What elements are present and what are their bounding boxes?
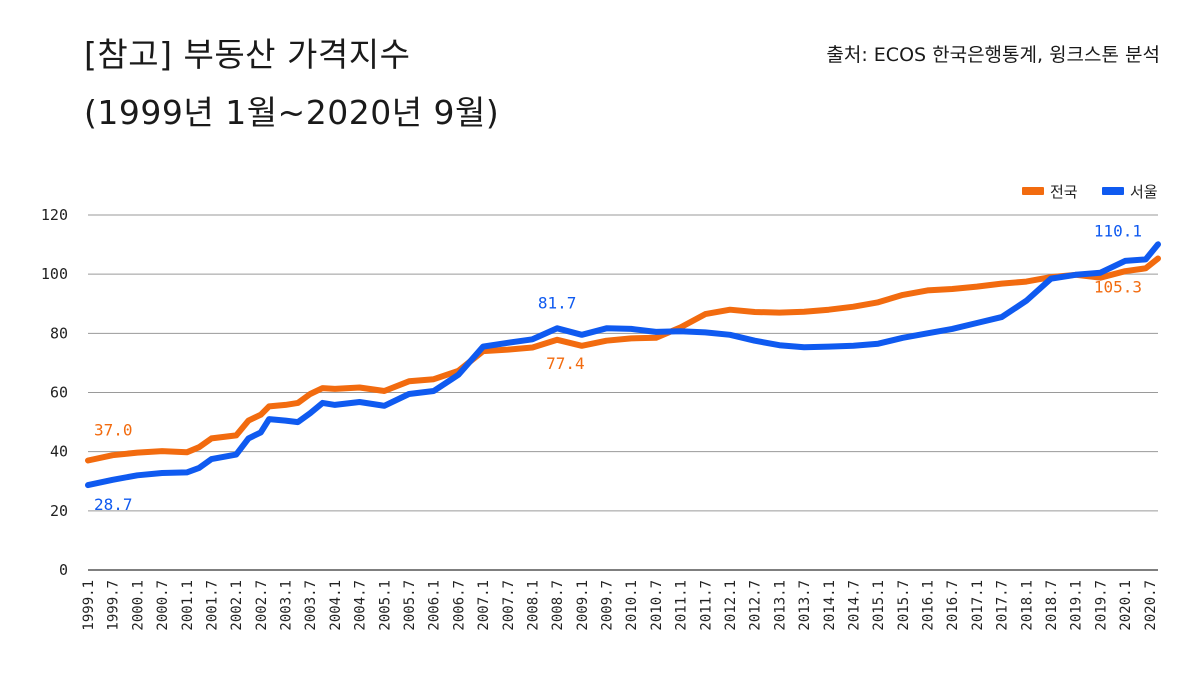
y-tick-label: 80 xyxy=(50,324,68,342)
x-tick-label: 1999.7 xyxy=(106,580,122,631)
x-tick-label: 2000.1 xyxy=(130,580,146,631)
x-tick-label: 2013.7 xyxy=(797,580,813,631)
data-label: 110.1 xyxy=(1094,221,1142,240)
x-tick-label: 2018.7 xyxy=(1044,580,1060,631)
x-tick-label: 2003.1 xyxy=(279,580,295,631)
x-tick-label: 2018.1 xyxy=(1019,580,1035,631)
x-tick-label: 2007.7 xyxy=(501,580,517,631)
x-tick-label: 2020.7 xyxy=(1143,580,1159,631)
x-tick-label: 2010.7 xyxy=(649,580,665,631)
series-line-national xyxy=(85,255,1161,464)
x-tick-label: 2002.7 xyxy=(254,580,270,631)
y-tick-label: 20 xyxy=(50,502,68,520)
title-line-1: [참고] 부동산 가격지수 xyxy=(84,35,411,74)
series-line-seoul xyxy=(85,241,1161,489)
x-tick-label: 2004.1 xyxy=(328,580,344,631)
source-note: 출처: ECOS 한국은행통계, 윙크스톤 분석 xyxy=(826,44,1160,66)
x-tick-label: 2005.1 xyxy=(377,580,393,631)
x-tick-label: 2011.1 xyxy=(674,580,690,631)
data-label: 28.7 xyxy=(94,495,133,514)
x-tick-label: 2014.1 xyxy=(822,580,838,631)
x-tick-label: 2006.7 xyxy=(451,580,467,631)
x-tick-label: 2016.1 xyxy=(921,580,937,631)
y-tick-label: 40 xyxy=(50,443,68,461)
x-tick-label: 2017.7 xyxy=(995,580,1011,631)
x-tick-label: 2010.1 xyxy=(624,580,640,631)
x-tick-label: 2019.1 xyxy=(1069,580,1085,631)
data-label: 37.0 xyxy=(94,421,133,440)
x-tick-label: 2014.7 xyxy=(846,580,862,631)
data-label: 81.7 xyxy=(538,293,577,312)
x-tick-label: 2008.7 xyxy=(550,580,566,631)
x-tick-label: 2004.7 xyxy=(353,580,369,631)
x-tick-label: 2009.7 xyxy=(600,580,616,631)
x-tick-label: 2015.7 xyxy=(896,580,912,631)
x-tick-label: 2012.1 xyxy=(723,580,739,631)
x-tick-label: 2012.7 xyxy=(748,580,764,631)
legend-swatch-seoul xyxy=(1102,187,1124,195)
y-tick-label: 100 xyxy=(41,265,68,283)
x-tick-label: 2020.1 xyxy=(1118,580,1134,631)
title-line-2: (1999년 1월~2020년 9월) xyxy=(84,93,500,132)
data-label: 105.3 xyxy=(1094,277,1142,296)
x-tick-label: 2009.1 xyxy=(575,580,591,631)
x-tick-label: 1999.1 xyxy=(81,580,97,631)
x-tick-label: 2015.1 xyxy=(871,580,887,631)
x-tick-label: 2013.1 xyxy=(772,580,788,631)
chart-title: [참고] 부동산 가격지수 (1999년 1월~2020년 9월) xyxy=(84,26,499,142)
x-tick-label: 2019.7 xyxy=(1093,580,1109,631)
y-tick-label: 0 xyxy=(59,561,68,579)
legend-label-seoul: 서울 xyxy=(1130,183,1158,201)
x-tick-label: 2000.7 xyxy=(155,580,171,631)
x-tick-label: 2006.1 xyxy=(427,580,443,631)
x-tick-label: 2011.7 xyxy=(698,580,714,631)
x-tick-label: 2002.1 xyxy=(229,580,245,631)
x-tick-label: 2008.1 xyxy=(525,580,541,631)
legend-swatch-national xyxy=(1022,187,1044,195)
x-tick-label: 2001.7 xyxy=(204,580,220,631)
data-label: 77.4 xyxy=(546,354,585,373)
legend-label-national: 전국 xyxy=(1050,183,1078,201)
x-tick-label: 2001.1 xyxy=(180,580,196,631)
x-tick-label: 2007.1 xyxy=(476,580,492,631)
x-tick-label: 2005.7 xyxy=(402,580,418,631)
x-tick-label: 2017.1 xyxy=(970,580,986,631)
y-tick-label: 120 xyxy=(41,206,68,224)
x-tick-label: 2016.7 xyxy=(945,580,961,631)
x-tick-label: 2003.7 xyxy=(303,580,319,631)
y-tick-label: 60 xyxy=(50,384,68,402)
